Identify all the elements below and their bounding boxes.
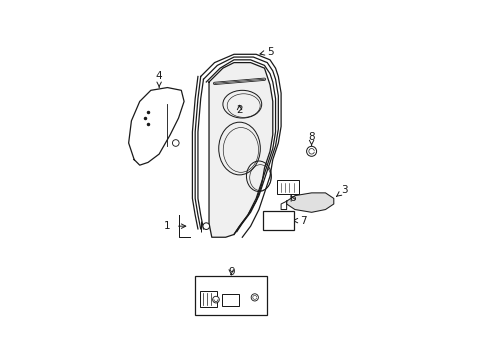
Text: 8: 8: [307, 132, 314, 145]
FancyBboxPatch shape: [276, 180, 299, 194]
Text: 10: 10: [249, 302, 261, 318]
Circle shape: [203, 223, 209, 229]
Circle shape: [172, 140, 179, 146]
Text: 1: 1: [164, 221, 170, 231]
Text: 11: 11: [224, 279, 235, 296]
Text: 9: 9: [227, 267, 234, 277]
Text: 12: 12: [196, 309, 207, 318]
Text: 5: 5: [260, 46, 273, 57]
Text: 2: 2: [236, 105, 243, 115]
Circle shape: [306, 146, 316, 156]
Text: 6: 6: [288, 193, 295, 203]
FancyBboxPatch shape: [200, 291, 216, 307]
Circle shape: [212, 296, 219, 303]
Text: 7: 7: [293, 216, 306, 226]
Text: 4: 4: [156, 72, 162, 87]
FancyBboxPatch shape: [222, 294, 239, 306]
Polygon shape: [208, 63, 272, 237]
Text: 3: 3: [336, 185, 347, 197]
FancyBboxPatch shape: [195, 276, 267, 315]
FancyBboxPatch shape: [263, 211, 293, 230]
Circle shape: [251, 294, 258, 301]
Polygon shape: [286, 193, 333, 212]
